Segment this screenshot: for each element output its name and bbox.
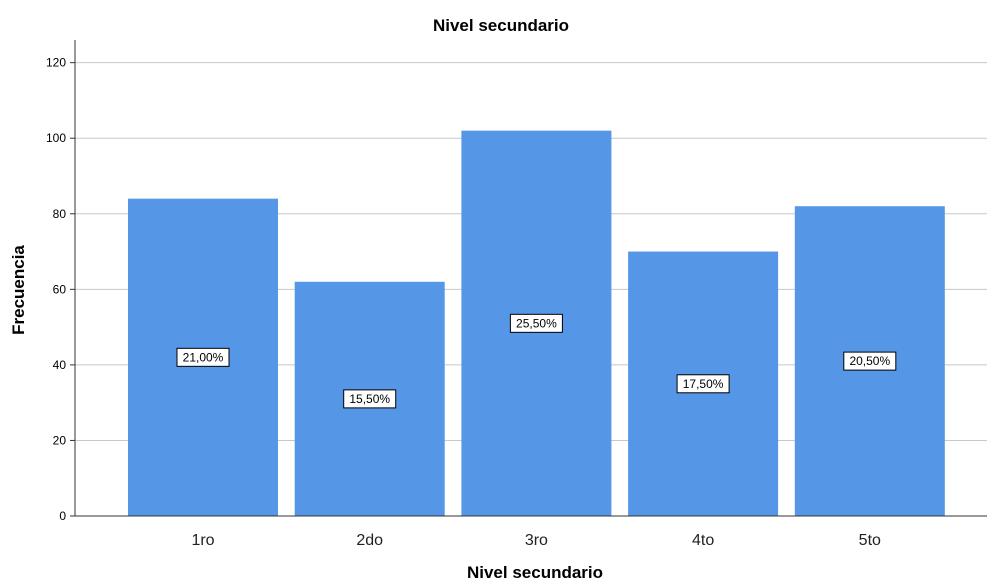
x-tick-label: 4to	[692, 532, 714, 549]
x-tick-label: 3ro	[525, 532, 548, 549]
data-label-text: 21,00%	[183, 350, 224, 364]
data-label-box	[676, 374, 730, 394]
x-tick-label: 1ro	[191, 532, 214, 549]
y-tick-label: 80	[53, 207, 67, 221]
data-label-2do: 15,50%	[343, 389, 397, 409]
y-axis-label: Frecuencia	[9, 245, 28, 335]
data-label-box	[843, 351, 897, 371]
y-tick-label: 20	[53, 433, 67, 447]
y-tick-label: 40	[53, 358, 67, 372]
data-label-text: 25,50%	[516, 316, 557, 330]
data-label-box	[343, 389, 397, 409]
data-label-box	[509, 313, 563, 333]
y-axis-ticks: 0 20 40 60 80 100 120	[46, 56, 75, 523]
bar-data-labels: 21,00% 15,50% 25,50% 17,50% 20,50%	[176, 313, 897, 409]
x-axis-label: Nivel secundario	[467, 563, 603, 581]
data-label-1ro: 21,00%	[176, 347, 230, 367]
x-axis-ticks: 1ro 2do 3ro 4to 5to	[191, 532, 881, 549]
data-label-5to: 20,50%	[843, 351, 897, 371]
y-tick-label: 60	[53, 282, 67, 296]
data-label-text: 15,50%	[349, 392, 390, 406]
y-tick-label: 0	[59, 509, 66, 523]
data-label-text: 20,50%	[849, 354, 890, 368]
data-label-text: 17,50%	[683, 377, 724, 391]
x-tick-label: 2do	[356, 532, 383, 549]
data-label-box	[176, 347, 230, 367]
y-tick-label: 100	[46, 131, 66, 145]
data-label-3ro: 25,50%	[509, 313, 563, 333]
data-label-4to: 17,50%	[676, 374, 730, 394]
x-tick-label: 5to	[859, 532, 881, 549]
chart-title: Nivel secundario	[433, 16, 569, 35]
y-tick-label: 120	[46, 56, 66, 70]
